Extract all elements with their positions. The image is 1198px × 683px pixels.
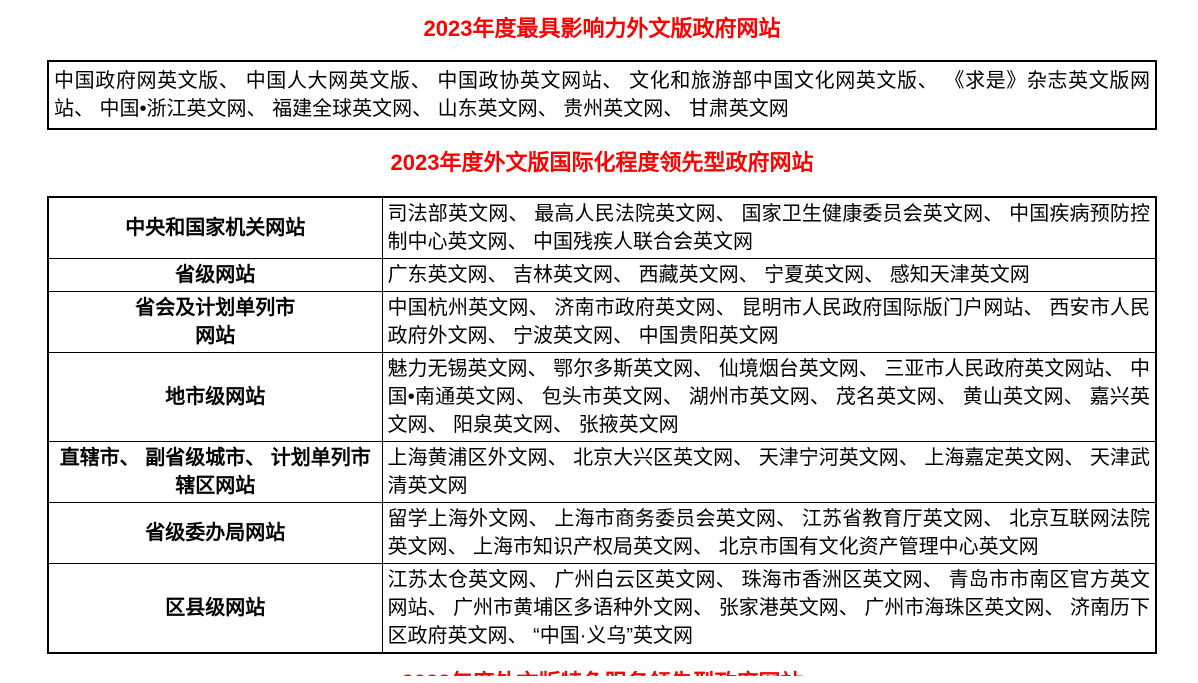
- category-provincial: 省级网站: [47, 258, 383, 292]
- category-central-state-organs: 中央和国家机关网站: [47, 196, 383, 259]
- table-row: 省级网站 广东英文网、 吉林英文网、 西藏英文网、 宁夏英文网、 感知天津英文网: [47, 258, 1157, 292]
- category-municipal-districts: 直辖市、 副省级城市、 计划单列市 辖区网站: [47, 441, 383, 503]
- heading-internationalization-leaders: 2023年度外文版国际化程度领先型政府网站: [390, 150, 814, 175]
- table-row: 地市级网站 魅力无锡英文网、 鄂尔多斯英文网、 仙境烟台英文网、 三亚市人民政府…: [47, 352, 1157, 442]
- sites-prefecture-level: 魅力无锡英文网、 鄂尔多斯英文网、 仙境烟台英文网、 三亚市人民政府英文网站、 …: [381, 352, 1157, 442]
- category-provincial-departments: 省级委办局网站: [47, 502, 383, 564]
- leading-websites-table: 中央和国家机关网站 司法部英文网、 最高人民法院英文网、 国家卫生健康委员会英文…: [47, 196, 1157, 654]
- category-prefecture-level: 地市级网站: [47, 352, 383, 442]
- truncated-next-section: 2023年度外文版特色服务领先型政府网站: [47, 670, 1157, 676]
- sites-county-level: 江苏太仓英文网、 广州白云区英文网、 珠海市香洲区英文网、 青岛市市南区官方英文…: [381, 563, 1157, 654]
- category-county-level: 区县级网站: [47, 563, 383, 654]
- sites-municipal-districts: 上海黄浦区外文网、 北京大兴区英文网、 天津宁河英文网、 上海嘉定英文网、 天津…: [381, 441, 1157, 503]
- heading-most-influential: 2023年度最具影响力外文版政府网站: [423, 16, 781, 41]
- heading-truncated-bottom: 2023年度外文版特色服务领先型政府网站: [47, 670, 1157, 676]
- table-row: 直辖市、 副省级城市、 计划单列市 辖区网站 上海黄浦区外文网、 北京大兴区英文…: [47, 441, 1157, 503]
- table-row: 省级委办局网站 留学上海外文网、 上海市商务委员会英文网、 江苏省教育厅英文网、…: [47, 502, 1157, 564]
- category-capital-cities: 省会及计划单列市 网站: [47, 291, 383, 353]
- table-row: 区县级网站 江苏太仓英文网、 广州白云区英文网、 珠海市香洲区英文网、 青岛市市…: [47, 563, 1157, 654]
- sites-central-state-organs: 司法部英文网、 最高人民法院英文网、 国家卫生健康委员会英文网、 中国疾病预防控…: [381, 196, 1157, 259]
- sites-provincial-departments: 留学上海外文网、 上海市商务委员会英文网、 江苏省教育厅英文网、 北京互联网法院…: [381, 502, 1157, 564]
- table-row: 省会及计划单列市 网站 中国杭州英文网、 济南市政府英文网、 昆明市人民政府国际…: [47, 291, 1157, 353]
- table-row: 中央和国家机关网站 司法部英文网、 最高人民法院英文网、 国家卫生健康委员会英文…: [47, 196, 1157, 259]
- influential-sites-box: 中国政府网英文版、 中国人大网英文版、 中国政协英文网站、 文化和旅游部中国文化…: [47, 60, 1157, 130]
- sites-provincial: 广东英文网、 吉林英文网、 西藏英文网、 宁夏英文网、 感知天津英文网: [381, 258, 1157, 292]
- sites-capital-cities: 中国杭州英文网、 济南市政府英文网、 昆明市人民政府国际版门户网站、 西安市人民…: [381, 291, 1157, 353]
